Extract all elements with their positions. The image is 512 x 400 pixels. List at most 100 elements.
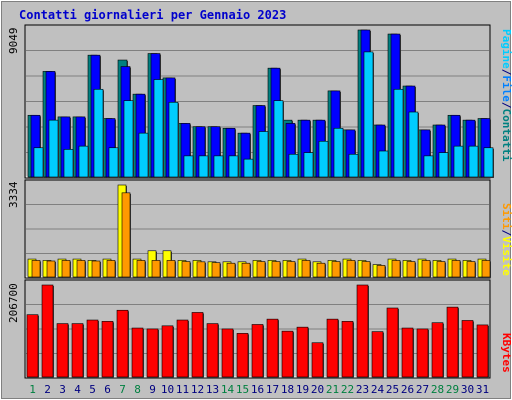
bar-siti-22 [346, 260, 356, 278]
day-label-27: 27 [416, 383, 429, 396]
bar-siti-9 [151, 260, 161, 278]
bar-pagine-29 [453, 145, 464, 178]
day-label-8: 8 [134, 383, 141, 396]
bar-pagine-25 [393, 88, 404, 178]
legend-item: Visite [500, 236, 512, 276]
bar-pagine-1 [33, 147, 44, 178]
bar-siti-20 [316, 262, 326, 278]
bar-kbytes-12 [191, 312, 204, 378]
bar-pagine-14 [228, 155, 239, 178]
bar-pagine-6 [108, 147, 119, 178]
bar-kbytes-7 [116, 309, 129, 378]
day-label-26: 26 [401, 383, 414, 396]
day-label-2: 2 [44, 383, 51, 396]
bar-pagine-13 [213, 155, 224, 178]
bar-kbytes-29 [446, 306, 459, 378]
bar-kbytes-16 [251, 324, 264, 378]
bar-kbytes-24 [371, 331, 384, 378]
panel-visite [24, 179, 491, 279]
legend-item: File [500, 75, 512, 102]
legend-item: / [500, 230, 512, 237]
bar-siti-24 [376, 265, 386, 278]
bar-pagine-24 [378, 150, 389, 178]
day-label-17: 17 [266, 383, 279, 396]
contatti-legend: Pagine/File/Contatti [500, 29, 512, 162]
day-label-24: 24 [371, 383, 385, 396]
bar-kbytes-28 [431, 322, 444, 378]
visite-legend: Siti/Visite [500, 203, 512, 276]
chart-title: Contatti giornalieri per Gennaio 2023 [19, 8, 286, 22]
bar-pagine-9 [153, 79, 164, 178]
bar-siti-21 [331, 261, 341, 278]
bar-kbytes-2 [41, 284, 54, 378]
bar-pagine-4 [78, 145, 89, 178]
bar-pagine-5 [93, 88, 104, 178]
bar-pagine-30 [468, 145, 479, 178]
bar-kbytes-26 [401, 327, 414, 378]
bar-siti-30 [466, 261, 476, 278]
panel-kbytes [24, 279, 491, 379]
bar-pagine-16 [258, 131, 269, 178]
bar-pagine-23 [363, 51, 374, 178]
bar-pagine-28 [438, 152, 449, 178]
legend-item: / [500, 102, 512, 109]
bar-siti-11 [181, 261, 191, 278]
kbytes-max-label: 206700 [7, 283, 20, 323]
bar-kbytes-4 [71, 323, 84, 378]
bar-siti-28 [436, 261, 446, 278]
bar-siti-10 [166, 260, 176, 278]
bar-pagine-15 [243, 158, 254, 178]
day-label-12: 12 [191, 383, 204, 396]
bar-siti-19 [301, 260, 311, 278]
bar-siti-13 [211, 262, 221, 278]
bar-pagine-27 [423, 155, 434, 178]
bar-siti-16 [256, 261, 266, 278]
day-label-18: 18 [281, 383, 294, 396]
bar-pagine-11 [183, 155, 194, 178]
bar-siti-27 [421, 260, 431, 278]
bar-pagine-12 [198, 155, 209, 178]
bar-siti-14 [226, 262, 236, 278]
legend-item: KBytes [500, 333, 512, 373]
bar-siti-18 [286, 261, 296, 278]
day-label-23: 23 [356, 383, 369, 396]
visite-max-label: 3334 [7, 181, 20, 208]
bar-pagine-22 [348, 153, 359, 178]
bar-siti-2 [46, 260, 56, 278]
day-label-3: 3 [59, 383, 66, 396]
bar-pagine-26 [408, 111, 419, 178]
bar-kbytes-1 [26, 314, 39, 378]
day-label-19: 19 [296, 383, 309, 396]
bar-kbytes-5 [86, 319, 99, 378]
bar-siti-1 [31, 260, 41, 278]
bar-pagine-19 [303, 152, 314, 178]
day-label-10: 10 [161, 383, 174, 396]
bar-siti-26 [406, 261, 416, 278]
bar-kbytes-17 [266, 318, 279, 378]
bar-siti-5 [91, 260, 101, 278]
bar-kbytes-14 [221, 328, 234, 378]
bar-siti-31 [481, 260, 491, 278]
day-label-5: 5 [89, 383, 96, 396]
day-label-6: 6 [104, 383, 111, 396]
bar-kbytes-13 [206, 323, 219, 378]
legend-item: / [500, 69, 512, 76]
bar-pagine-3 [63, 149, 74, 178]
bar-pagine-8 [138, 132, 149, 178]
bar-kbytes-6 [101, 321, 114, 378]
day-label-25: 25 [386, 383, 399, 396]
bar-kbytes-31 [476, 324, 489, 378]
bar-kbytes-11 [176, 319, 189, 378]
bar-siti-3 [61, 260, 71, 278]
day-label-11: 11 [176, 383, 189, 396]
day-label-29: 29 [446, 383, 459, 396]
bar-kbytes-27 [416, 328, 429, 378]
bar-siti-4 [76, 260, 86, 278]
bar-kbytes-10 [161, 325, 174, 378]
day-axis: 1 2 3 4 5 6 7 8 9 10 11 12 13 14 15 16 17 18 19 20 21 22 23 24 2… [29, 383, 489, 396]
bar-pagine-31 [483, 147, 494, 178]
bar-siti-6 [106, 260, 116, 278]
bar-siti-12 [196, 261, 206, 278]
